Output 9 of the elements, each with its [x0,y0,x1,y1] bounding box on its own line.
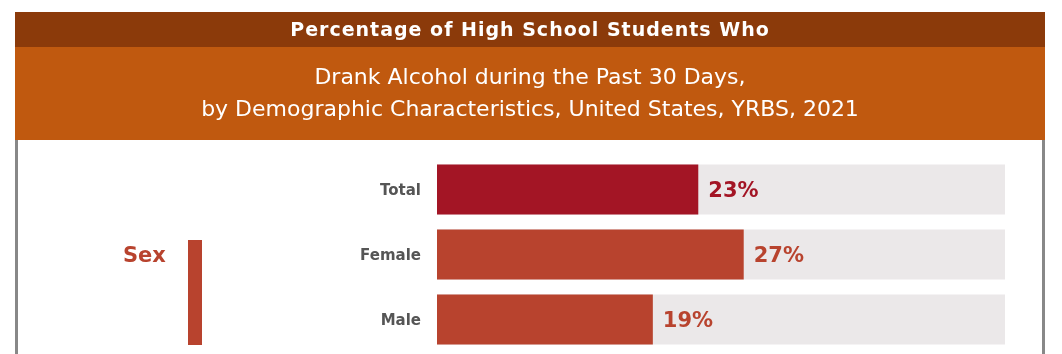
y-tick-label: Male [380,310,421,329]
y-tick-label: Female [360,245,421,264]
chart-subtitle: Drank Alcohol during the Past 30 Days, by Demographic Characteristics, United States, YRBS, 2021 [15,47,1045,140]
data-label: 19% [662,307,714,332]
data-label: 23% [708,177,759,202]
chart-title: Percentage of High School Students Who [15,12,1045,47]
y-tick-label: Total [380,180,421,199]
data-label: 27% [753,242,804,267]
text: Sex [123,243,166,267]
